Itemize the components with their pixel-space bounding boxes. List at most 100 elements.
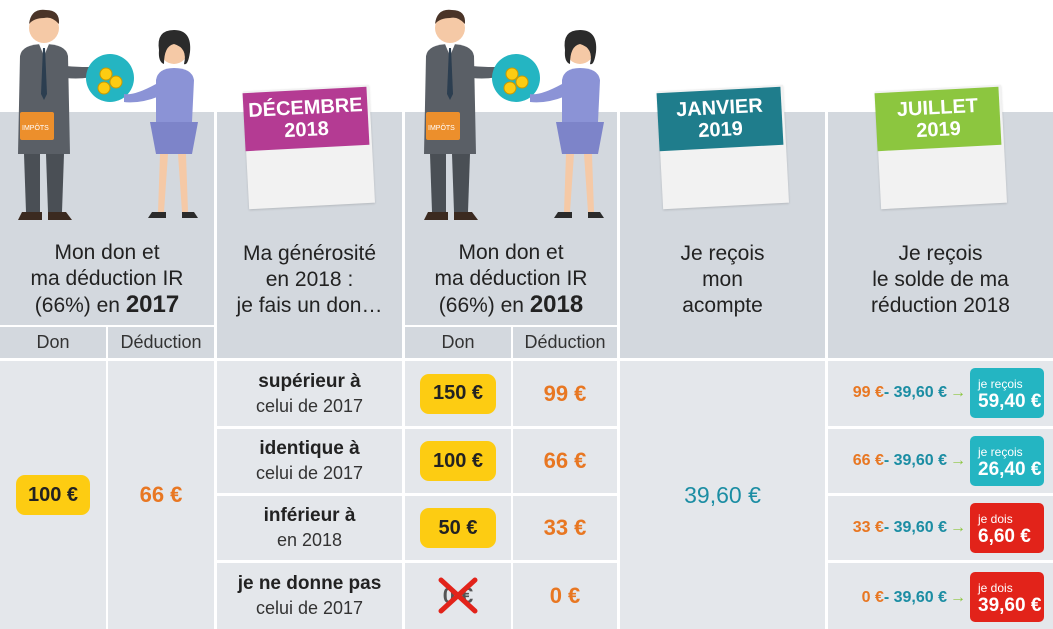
header-line: mon <box>702 268 743 291</box>
svg-text:IMPÔTS: IMPÔTS <box>428 123 455 132</box>
cell-acompte: 39,60 € <box>620 361 825 629</box>
row-deduction-cell: 66 € <box>513 429 617 493</box>
row-calc: 66 € - 39,60 € → <box>828 447 966 475</box>
row-calc: 33 € - 39,60 € → <box>828 514 966 542</box>
header-line: Je reçois <box>680 242 765 265</box>
header-year: 2017 <box>125 291 180 318</box>
row-solde-cell: 66 € - 39,60 € → je reçois 26,40 € <box>828 429 1053 493</box>
arrow-right-icon: → <box>950 589 966 606</box>
calendar-year: 2019 <box>697 117 744 143</box>
arrow-right-icon: → <box>950 384 966 401</box>
calendar-year: 2018 <box>283 117 330 143</box>
cell-deduction2017: 66 € <box>108 361 214 629</box>
calc-acompte: - 39,60 € <box>883 452 947 469</box>
header-line: Je reçois <box>898 242 983 265</box>
row-don-pill: 100 € <box>420 441 496 481</box>
row-result-box: je dois 39,60 € <box>970 572 1044 622</box>
arrow-right-icon: → <box>950 452 966 469</box>
row-solde-cell: 0 € - 39,60 € → je dois 39,60 € <box>828 563 1053 629</box>
row-result-box: je reçois 26,40 € <box>970 436 1044 486</box>
header-line: Mon don et <box>458 241 564 264</box>
header-line: ma déduction IR <box>434 267 588 290</box>
row-don-crossed: 0 € <box>438 577 478 614</box>
result-label: je reçois <box>978 445 1023 459</box>
header-line: réduction 2018 <box>871 294 1010 317</box>
row-label-bold: supérieur à <box>258 370 361 392</box>
calendar-header: JANVIER 2019 <box>656 86 784 152</box>
calc-deduction: 33 € <box>852 519 884 536</box>
header-line: acompte <box>682 294 763 317</box>
header-line: le solde de ma <box>872 268 1009 291</box>
couple-figure-2018: IMPÔTS <box>424 9 604 220</box>
row-solde-cell: 33 € - 39,60 € → je dois 6,60 € <box>828 496 1053 560</box>
row-solde-cell: 99 € - 39,60 € → je reçois 59,40 € <box>828 361 1053 426</box>
row-don-cell: 100 € <box>405 429 511 493</box>
row-deduction-value: 99 € <box>543 380 587 406</box>
row-deduction-cell: 99 € <box>513 361 617 426</box>
couple-figure-2017: IMPÔTS <box>18 9 198 220</box>
calendar-decembre: DÉCEMBRE 2018 <box>242 84 376 210</box>
row-don-cell: 0 € <box>405 563 511 629</box>
calendar-header: JUILLET 2019 <box>874 86 1002 152</box>
row-don-cell: 50 € <box>405 496 511 560</box>
calc-acompte: - 39,60 € <box>883 519 947 536</box>
header-line: ma déduction IR <box>30 267 184 290</box>
calendar-year: 2019 <box>915 117 962 143</box>
result-value: 39,60 € <box>978 595 1042 616</box>
row-deduction-value: 33 € <box>543 515 587 540</box>
row-deduction-value: 66 € <box>543 448 587 473</box>
calc-acompte: - 39,60 € <box>883 589 947 606</box>
calc-acompte: - 39,60 € <box>883 384 947 401</box>
calc-deduction: 0 € <box>861 589 884 606</box>
calendar-header: DÉCEMBRE 2018 <box>242 86 370 152</box>
row-result-box: je reçois 59,40 € <box>970 368 1044 418</box>
row-label-normal: celui de 2017 <box>255 463 364 483</box>
result-label: je reçois <box>978 377 1023 391</box>
header-line: en 2018 : <box>265 268 354 291</box>
header-text-generosite: Ma générosité en 2018 : je fais un don… <box>217 215 402 325</box>
result-value: 59,40 € <box>978 391 1042 412</box>
header-line: Ma générosité <box>242 242 377 265</box>
row-label-bold: identique à <box>259 438 360 459</box>
header-line: (66%) en 2017 <box>34 291 180 318</box>
row-don-cell: 150 € <box>405 361 511 426</box>
result-value: 6,60 € <box>978 526 1031 547</box>
header-line: je fais un don… <box>236 294 383 317</box>
row-deduction-cell: 33 € <box>513 496 617 560</box>
calendar-juillet: JUILLET 2019 <box>874 84 1008 210</box>
header-text-don2018: Mon don et ma déduction IR (66%) en 2018 <box>405 215 617 325</box>
subheader-don-2018: Don <box>405 327 511 358</box>
row-label-normal: en 2018 <box>276 530 343 550</box>
row-calc: 99 € - 39,60 € → <box>828 379 966 407</box>
header-text-acompte: Je reçois mon acompte <box>620 215 825 325</box>
header-text-solde: Je reçois le solde de ma réduction 2018 <box>828 215 1053 325</box>
calendar-janvier: JANVIER 2019 <box>656 84 790 210</box>
row-label-bold: je ne donne pas <box>237 573 382 594</box>
calendar-month: JANVIER <box>675 94 764 122</box>
svg-text:IMPÔTS: IMPÔTS <box>22 123 49 132</box>
row-label-normal: celui de 2017 <box>255 395 364 416</box>
row-calc: 0 € - 39,60 € → <box>828 584 966 612</box>
result-label: je dois <box>978 581 1013 595</box>
result-value: 26,40 € <box>978 459 1042 480</box>
row-label-bold: inférieur à <box>263 505 356 526</box>
calendar-month: JUILLET <box>896 94 979 122</box>
header-line: Mon don et <box>54 241 160 264</box>
calc-deduction: 66 € <box>852 452 884 469</box>
row-label: supérieur à celui de 2017 <box>217 361 402 426</box>
acompte-value: 39,60 € <box>684 481 761 508</box>
header-line: (66%) en 2018 <box>438 291 584 318</box>
subheader-deduction-2018: Déduction <box>513 327 617 358</box>
calendar-month: DÉCEMBRE <box>247 94 364 122</box>
result-label: je dois <box>978 512 1013 526</box>
cell-don2017: 100 € <box>0 361 106 629</box>
row-don-pill: 150 € <box>420 373 496 414</box>
calc-deduction: 99 € <box>852 384 884 401</box>
row-deduction-cell: 0 € <box>513 563 617 629</box>
subheader-deduction-2017: Déduction <box>108 327 214 358</box>
row-result-box: je dois 6,60 € <box>970 503 1044 553</box>
cross-icon <box>438 577 478 614</box>
subheader-don-2017: Don <box>0 327 106 358</box>
deduction2017-value: 66 € <box>139 482 183 507</box>
